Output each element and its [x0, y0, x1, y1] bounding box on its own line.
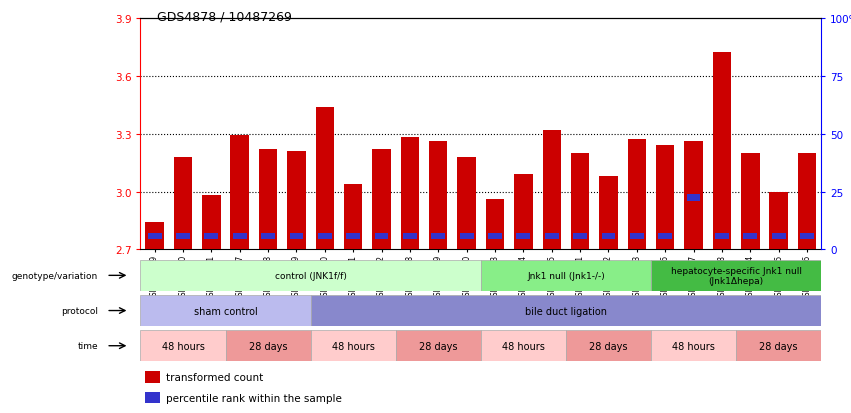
Bar — [630, 233, 643, 240]
Bar — [460, 233, 473, 240]
Bar — [656, 146, 674, 250]
Text: bile duct ligation: bile duct ligation — [525, 306, 607, 316]
Text: time: time — [77, 342, 98, 350]
Bar — [429, 142, 448, 250]
Bar — [145, 371, 160, 383]
Text: hepatocyte-specific Jnk1 null
(Jnk1Δhepa): hepatocyte-specific Jnk1 null (Jnk1Δhepa… — [671, 266, 802, 285]
Bar — [176, 233, 190, 240]
Bar — [140, 295, 311, 326]
Bar — [488, 233, 502, 240]
Bar — [259, 150, 277, 250]
Bar — [140, 260, 481, 291]
Bar — [566, 330, 651, 361]
Text: 48 hours: 48 hours — [162, 341, 204, 351]
Bar — [344, 184, 363, 250]
Text: 48 hours: 48 hours — [332, 341, 374, 351]
Bar — [148, 233, 162, 240]
Bar — [346, 233, 360, 240]
Text: sham control: sham control — [194, 306, 257, 316]
Bar — [311, 330, 396, 361]
Bar — [736, 330, 821, 361]
Bar — [545, 233, 558, 240]
Bar — [744, 233, 757, 240]
Bar — [651, 260, 821, 291]
Bar — [146, 223, 164, 250]
Text: percentile rank within the sample: percentile rank within the sample — [166, 393, 342, 403]
Bar — [401, 138, 419, 250]
Bar — [226, 330, 311, 361]
Bar — [140, 330, 226, 361]
Bar — [233, 233, 247, 240]
Bar — [374, 233, 388, 240]
Text: 48 hours: 48 hours — [672, 341, 715, 351]
Bar — [145, 392, 160, 404]
Bar — [627, 140, 646, 250]
Text: transformed count: transformed count — [166, 372, 263, 382]
Bar — [373, 150, 391, 250]
Bar — [261, 233, 275, 240]
Bar — [687, 195, 700, 201]
Bar — [574, 233, 587, 240]
Bar — [741, 154, 759, 250]
Bar — [231, 136, 249, 250]
Bar — [403, 233, 417, 240]
Bar — [543, 131, 561, 250]
Text: protocol: protocol — [61, 306, 98, 315]
Bar — [684, 142, 703, 250]
Text: 48 hours: 48 hours — [502, 341, 545, 351]
Bar — [289, 233, 303, 240]
Text: 28 days: 28 days — [759, 341, 798, 351]
Bar — [517, 233, 530, 240]
Text: Jnk1 null (Jnk1-/-): Jnk1 null (Jnk1-/-) — [527, 271, 605, 280]
Bar — [311, 295, 821, 326]
Bar — [712, 53, 731, 250]
Text: 28 days: 28 days — [419, 341, 458, 351]
Bar — [287, 152, 306, 250]
Text: 28 days: 28 days — [589, 341, 628, 351]
Bar — [772, 233, 785, 240]
Bar — [174, 157, 192, 250]
Bar — [599, 177, 618, 250]
Text: control (JNK1f/f): control (JNK1f/f) — [275, 271, 346, 280]
Bar — [316, 107, 334, 250]
Text: 28 days: 28 days — [248, 341, 288, 351]
Text: genotype/variation: genotype/variation — [12, 271, 98, 280]
Bar — [431, 233, 445, 240]
Bar — [481, 260, 651, 291]
Bar — [486, 200, 504, 250]
Bar — [571, 154, 589, 250]
Bar — [318, 233, 332, 240]
Bar — [204, 233, 218, 240]
Bar — [651, 330, 736, 361]
Bar — [800, 233, 814, 240]
Text: GDS4878 / 10487269: GDS4878 / 10487269 — [157, 10, 292, 23]
Bar — [602, 233, 615, 240]
Bar — [458, 157, 476, 250]
Bar — [203, 196, 220, 250]
Bar — [396, 330, 481, 361]
Bar — [769, 192, 788, 250]
Bar — [514, 175, 533, 250]
Bar — [481, 330, 566, 361]
Bar — [715, 233, 728, 240]
Bar — [798, 154, 816, 250]
Bar — [659, 233, 672, 240]
